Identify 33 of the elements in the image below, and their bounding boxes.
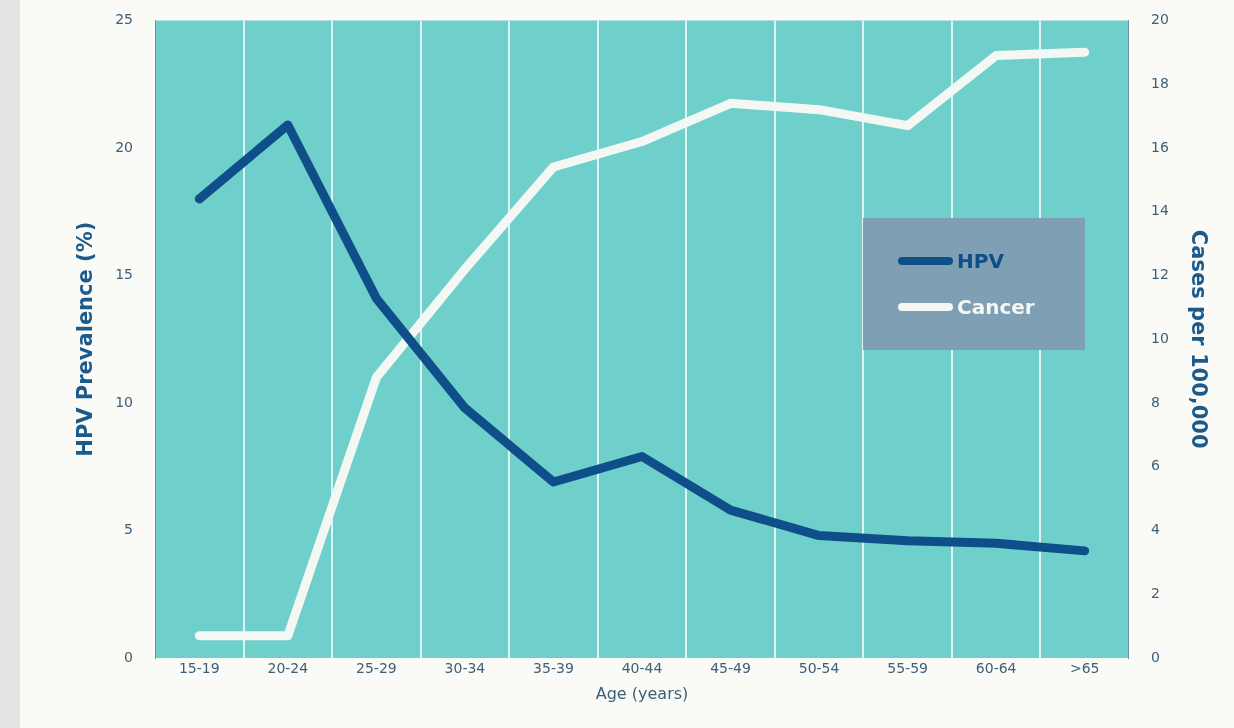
y-tick-label: 0 <box>124 648 134 665</box>
legend-label: HPV <box>957 249 1004 273</box>
x-tick-label: 60-64 <box>975 660 1017 677</box>
x-tick-label: 35-39 <box>533 660 574 677</box>
y2-tick-label: 8 <box>1150 393 1160 410</box>
x-tick-label: 25-29 <box>356 660 397 677</box>
y2-axis-title: Cases per 100,000 <box>1186 229 1211 449</box>
y2-tick-label: 20 <box>1150 11 1169 28</box>
x-tick-label: >65 <box>1069 660 1100 677</box>
x-axis-title: Age (years) <box>595 683 689 703</box>
y-tick-label: 20 <box>115 138 134 155</box>
x-tick-label: 15-19 <box>178 660 220 677</box>
x-tick-label: 50-54 <box>798 660 840 677</box>
y2-tick-label: 18 <box>1150 74 1169 91</box>
y2-tick-label: 2 <box>1150 584 1160 601</box>
x-tick-label: 20-24 <box>267 660 309 677</box>
y2-tick-label: 6 <box>1150 457 1160 474</box>
y2-tick-label: 14 <box>1150 202 1169 219</box>
y-tick-label: 5 <box>124 521 134 538</box>
x-tick-label: 30-34 <box>444 660 486 677</box>
y2-tick-label: 12 <box>1150 266 1169 283</box>
legend-label: Cancer <box>957 295 1035 319</box>
y-tick-label: 15 <box>115 266 134 283</box>
y2-tick-label: 4 <box>1150 521 1160 538</box>
y-tick-label: 10 <box>115 393 134 410</box>
x-tick-label: 55-59 <box>887 660 928 677</box>
y-axis-title: HPV Prevalence (%) <box>73 221 98 457</box>
y-tick-label: 25 <box>115 11 134 28</box>
x-tick-label: 45-49 <box>710 660 751 677</box>
y2-tick-label: 16 <box>1150 138 1169 155</box>
y2-tick-label: 0 <box>1150 648 1160 665</box>
x-tick-label: 40-44 <box>621 660 663 677</box>
y2-tick-label: 10 <box>1150 329 1169 346</box>
